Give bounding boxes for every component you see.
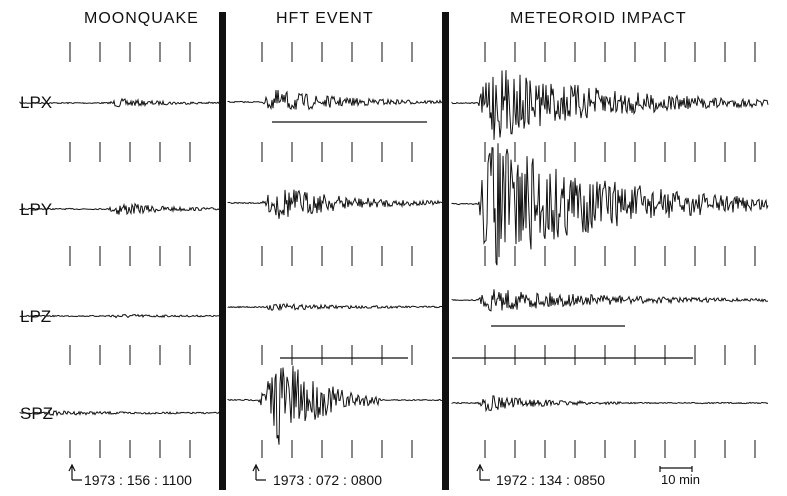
channel-label-lpz: LPZ bbox=[20, 307, 52, 326]
start-arrow-icon bbox=[252, 463, 266, 481]
divider-left bbox=[219, 12, 226, 490]
trace-hft-lpz bbox=[227, 302, 442, 312]
scale-bar-label: 10 min bbox=[661, 472, 701, 487]
trace-impact-spz bbox=[451, 395, 769, 413]
scale-bar-line bbox=[659, 466, 693, 472]
panel-title-meteoroid-impact: METEOROID IMPACT bbox=[510, 10, 687, 27]
start-arrow-icon bbox=[68, 463, 82, 481]
seismic-traces bbox=[19, 70, 769, 445]
panel-title-hft-event: HFT EVENT bbox=[276, 10, 374, 27]
timestamp-hft-event: 1973 : 072 : 0800 bbox=[273, 472, 382, 488]
ten-minute-scale-bar bbox=[659, 466, 693, 472]
channel-label-spz: SPZ bbox=[20, 404, 54, 423]
divider-right bbox=[442, 12, 449, 490]
panel-title-moonquake: MOONQUAKE bbox=[84, 10, 199, 27]
trace-hft-lpx bbox=[227, 90, 443, 111]
trace-moonquake-spz bbox=[19, 408, 221, 417]
channel-label-lpy: LPY bbox=[20, 200, 53, 219]
time-tick-marks bbox=[69, 42, 756, 458]
trace-hft-spz bbox=[227, 365, 443, 445]
timestamp-moonquake: 1973 : 156 : 1100 bbox=[84, 472, 192, 488]
start-arrow-icon bbox=[476, 463, 490, 481]
trace-impact-lpx bbox=[451, 70, 769, 140]
trace-moonquake-lpz bbox=[19, 313, 221, 319]
timestamp-meteoroid-impact: 1972 : 134 : 0850 bbox=[496, 472, 605, 488]
trace-hft-lpy bbox=[227, 189, 443, 219]
start-arrows bbox=[68, 463, 490, 481]
trace-impact-lpz bbox=[451, 289, 769, 312]
trace-impact-lpy bbox=[451, 143, 769, 266]
trace-moonquake-lpy bbox=[19, 202, 221, 216]
duration-bars bbox=[272, 121, 693, 359]
trace-moonquake-lpx bbox=[19, 97, 221, 108]
channel-label-lpx: LPX bbox=[20, 93, 53, 112]
